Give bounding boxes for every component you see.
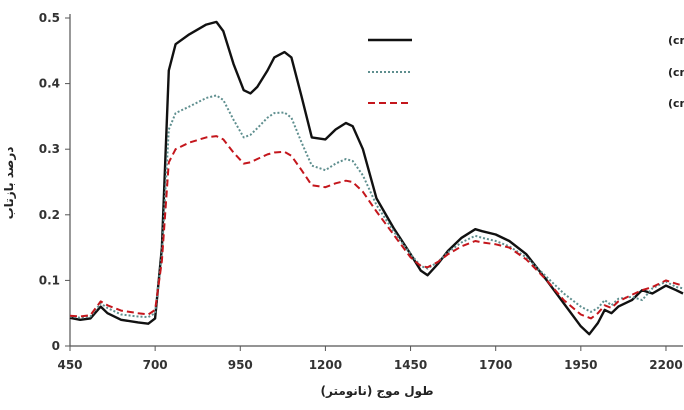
axes: 0 0.1 0.2 0.3 0.4 0.5 450 700 950 1200 1450 1700 195… <box>39 11 683 372</box>
y-tick-label: 0 <box>52 339 60 353</box>
x-tick-label: 1200 <box>309 358 342 372</box>
legend: آب زیرزمینی عمیق (۱۲۵ cm) آب زیرزمینی با … <box>368 33 684 110</box>
y-tick-label: 0.2 <box>39 208 60 222</box>
x-tick-label: 700 <box>143 358 168 372</box>
legend-label-3: آب زیرزمینی کم عمق (۶۵ cm) <box>668 96 684 110</box>
y-tick-label: 0.4 <box>39 77 60 91</box>
series-group <box>69 20 684 336</box>
x-tick-label: 2200 <box>649 358 682 372</box>
legend-label-1: آب زیرزمینی عمیق (۱۲۵ cm) <box>668 33 684 47</box>
x-axis-title: طول موج (نانومتر) <box>321 384 434 399</box>
series-line-2 <box>69 94 684 319</box>
y-tick-label: 0.1 <box>39 273 60 287</box>
x-tick-label: 450 <box>57 358 82 372</box>
x-tick-label: 1700 <box>479 358 512 372</box>
y-axis-title: درصد بازتاب <box>2 147 16 220</box>
series-line-1 <box>69 20 684 336</box>
y-tick-label: 0.5 <box>39 11 60 25</box>
x-tick-label: 1450 <box>394 358 427 372</box>
y-tick-label: 0.3 <box>39 142 60 156</box>
x-tick-label: 950 <box>228 358 253 372</box>
series-line-3 <box>69 135 684 320</box>
x-tick-label: 1950 <box>564 358 597 372</box>
legend-label-2: آب زیرزمینی با عمق متوسط (۹۰ cm) <box>668 65 684 79</box>
